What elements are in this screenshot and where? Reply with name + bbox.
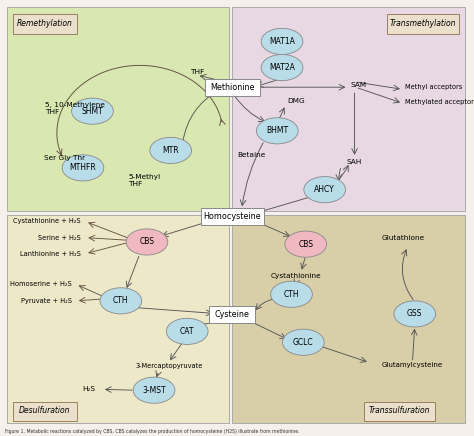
Text: 5, 10-Methylene
THF: 5, 10-Methylene THF bbox=[45, 102, 105, 116]
Text: Homoserine + H₂S: Homoserine + H₂S bbox=[10, 281, 72, 287]
Text: GSS: GSS bbox=[407, 310, 422, 318]
Ellipse shape bbox=[133, 377, 175, 403]
Ellipse shape bbox=[126, 229, 168, 255]
Text: CBS: CBS bbox=[139, 238, 155, 246]
Text: Glutamylcysteine: Glutamylcysteine bbox=[382, 362, 443, 368]
Ellipse shape bbox=[394, 301, 436, 327]
Text: Figure 1. Metabolic reactions catalyzed by CBS, CBS catalyzes the production of : Figure 1. Metabolic reactions catalyzed … bbox=[5, 429, 300, 434]
Ellipse shape bbox=[256, 118, 298, 144]
Ellipse shape bbox=[72, 98, 113, 124]
Text: Methionine: Methionine bbox=[210, 83, 255, 92]
Text: Lanthionine + H₂S: Lanthionine + H₂S bbox=[20, 251, 81, 257]
Text: MAT2A: MAT2A bbox=[269, 63, 295, 72]
Text: GCLC: GCLC bbox=[293, 338, 314, 347]
FancyBboxPatch shape bbox=[13, 402, 77, 421]
Ellipse shape bbox=[62, 155, 104, 181]
Text: Cystathionine + H₂S: Cystathionine + H₂S bbox=[13, 218, 81, 225]
FancyBboxPatch shape bbox=[205, 79, 260, 96]
Ellipse shape bbox=[285, 231, 327, 257]
Text: CAT: CAT bbox=[180, 327, 194, 336]
FancyBboxPatch shape bbox=[232, 7, 465, 211]
Ellipse shape bbox=[100, 288, 142, 314]
Text: DMG: DMG bbox=[287, 98, 305, 104]
Ellipse shape bbox=[261, 54, 303, 81]
Text: Serine + H₂S: Serine + H₂S bbox=[38, 235, 81, 241]
FancyBboxPatch shape bbox=[209, 306, 255, 323]
FancyBboxPatch shape bbox=[13, 14, 77, 34]
Text: Cysteine: Cysteine bbox=[215, 310, 250, 319]
FancyBboxPatch shape bbox=[232, 215, 465, 423]
Text: SAH: SAH bbox=[347, 159, 362, 165]
Text: Cystathionine: Cystathionine bbox=[271, 273, 321, 279]
Text: AHCY: AHCY bbox=[314, 185, 335, 194]
Text: Methyl acceptors: Methyl acceptors bbox=[405, 84, 463, 90]
Text: THF: THF bbox=[190, 69, 204, 75]
FancyBboxPatch shape bbox=[7, 7, 229, 211]
Text: Betaine: Betaine bbox=[237, 152, 265, 158]
Text: CTH: CTH bbox=[113, 296, 128, 305]
Text: 3-Mercaptopyruvate: 3-Mercaptopyruvate bbox=[136, 363, 203, 369]
Ellipse shape bbox=[283, 329, 324, 355]
Text: Glutathione: Glutathione bbox=[382, 235, 424, 241]
Text: Ser Gly Thr: Ser Gly Thr bbox=[44, 155, 85, 161]
Text: H₂S: H₂S bbox=[82, 386, 95, 392]
FancyBboxPatch shape bbox=[7, 215, 229, 423]
Text: Homocysteine: Homocysteine bbox=[203, 212, 261, 221]
Text: Transsulfuration: Transsulfuration bbox=[369, 406, 430, 415]
FancyBboxPatch shape bbox=[387, 14, 459, 34]
Text: Remethylation: Remethylation bbox=[17, 19, 73, 28]
Text: SAM: SAM bbox=[351, 82, 367, 88]
FancyBboxPatch shape bbox=[201, 208, 264, 225]
Text: 3-MST: 3-MST bbox=[142, 386, 166, 395]
Ellipse shape bbox=[261, 28, 303, 54]
Text: CTH: CTH bbox=[284, 290, 299, 299]
Text: BHMT: BHMT bbox=[266, 126, 288, 135]
Ellipse shape bbox=[304, 177, 346, 203]
Text: Transmethylation: Transmethylation bbox=[390, 19, 456, 28]
Text: SHMT: SHMT bbox=[82, 107, 103, 116]
Ellipse shape bbox=[166, 318, 208, 344]
Text: Pyruvate + H₂S: Pyruvate + H₂S bbox=[21, 298, 72, 304]
Text: MTR: MTR bbox=[162, 146, 179, 155]
Text: MTHFR: MTHFR bbox=[70, 164, 96, 172]
Text: CBS: CBS bbox=[298, 240, 313, 249]
Text: Methylated acceptors: Methylated acceptors bbox=[405, 99, 474, 106]
FancyBboxPatch shape bbox=[364, 402, 435, 421]
Ellipse shape bbox=[271, 281, 312, 307]
Ellipse shape bbox=[150, 137, 191, 164]
Text: 5-Methyl
THF: 5-Methyl THF bbox=[128, 174, 160, 187]
Text: Desulfuration: Desulfuration bbox=[19, 406, 71, 415]
Text: MAT1A: MAT1A bbox=[269, 37, 295, 46]
